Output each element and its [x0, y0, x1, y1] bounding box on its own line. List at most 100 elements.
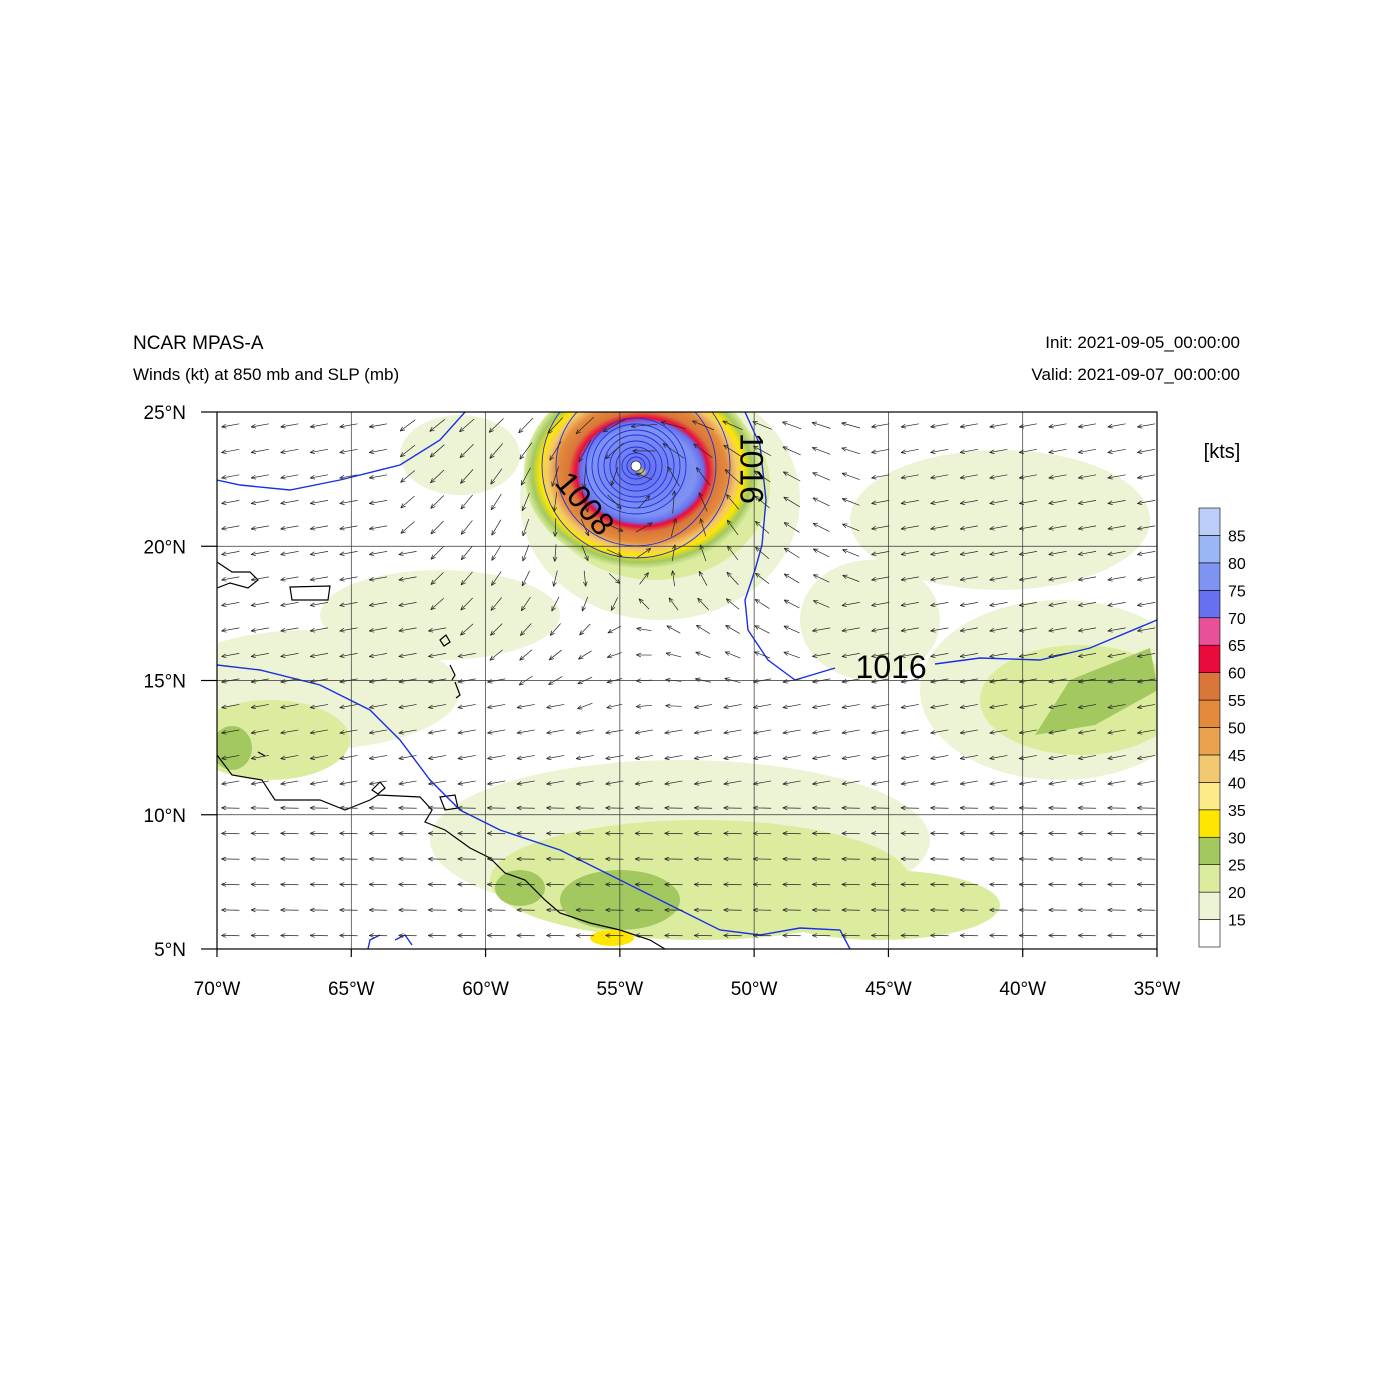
wind-vector — [871, 627, 890, 633]
wind-vector — [1078, 933, 1097, 938]
wind-vector — [900, 856, 919, 862]
wind-vector — [1107, 653, 1126, 659]
wind-vector — [280, 780, 299, 786]
wind-vector — [783, 651, 800, 659]
wind-vector — [339, 729, 358, 735]
wind-vector — [280, 627, 299, 633]
wind-vector — [1107, 856, 1126, 862]
wind-vector — [900, 780, 919, 786]
wind-vector — [959, 755, 978, 761]
wind-vector — [841, 447, 860, 455]
wind-vector — [959, 729, 978, 735]
wind-vector — [309, 653, 329, 659]
wind-vector — [1137, 780, 1156, 786]
wind-vector — [575, 416, 595, 435]
wind-speed-colorbar: [kts] 15 20 25 30 35 40 45 50 55 60 65 70 75 80 85 — [1198, 441, 1246, 948]
wind-vector — [309, 704, 329, 710]
wind-vector — [581, 491, 589, 513]
wind-vector — [693, 882, 713, 887]
wind-vector — [782, 882, 801, 887]
axis-ticks — [201, 411, 1158, 957]
wind-vector — [280, 576, 299, 582]
wind-vector — [457, 805, 476, 811]
colorbar-swatch — [1198, 699, 1221, 728]
wind-vector — [549, 441, 562, 461]
wind-vector — [339, 474, 358, 480]
wind-vector — [605, 780, 624, 786]
wind-vector — [339, 882, 358, 887]
wind-vector — [551, 466, 560, 487]
wind-vector — [250, 627, 269, 633]
lat-tick-label: 25°N — [144, 403, 186, 424]
wind-vector — [339, 423, 358, 429]
wind-vector — [250, 525, 269, 531]
wind-vector — [959, 882, 979, 887]
wind-vector — [457, 856, 476, 862]
wind-vector — [339, 755, 358, 761]
wind-vector — [516, 856, 535, 862]
wind-vector — [1078, 500, 1097, 505]
wind-vector — [694, 755, 713, 761]
wind-vector — [602, 418, 626, 433]
colorbar-swatch — [1198, 507, 1221, 536]
wind-vector — [813, 600, 830, 608]
wind-vector — [1107, 602, 1126, 608]
wind-vector — [783, 522, 800, 533]
wind-vector — [1048, 474, 1067, 480]
wind-vector — [1078, 780, 1097, 786]
wind-vector — [430, 597, 444, 611]
slp-isobars — [217, 412, 1157, 949]
wind-vector — [637, 495, 651, 509]
wind-vector — [930, 856, 949, 862]
wind-vector — [369, 448, 388, 454]
wind-vector — [457, 755, 476, 761]
wind-vector — [782, 805, 801, 811]
wind-vector — [487, 729, 506, 735]
wind-vector — [280, 474, 299, 480]
wind-vector — [400, 444, 416, 458]
wind-vector — [871, 805, 890, 811]
wind-vector — [989, 500, 1008, 505]
colorbar-swatch — [1198, 672, 1221, 701]
wind-vector — [487, 805, 506, 811]
wind-vector — [1048, 627, 1067, 633]
wind-vector — [726, 519, 739, 536]
wind-vector — [250, 805, 269, 811]
wind-vector — [250, 500, 269, 505]
wind-vector — [428, 653, 447, 659]
wind-vector — [221, 525, 240, 531]
wind-vector — [1048, 551, 1067, 557]
wind-vector — [280, 856, 299, 862]
wind-vector — [581, 545, 589, 561]
wind-vector — [339, 627, 358, 633]
wind-vector — [1107, 474, 1126, 480]
wind-vector — [457, 704, 476, 710]
wind-vector — [280, 551, 299, 557]
wind-vector — [577, 702, 593, 710]
wind-vector — [429, 419, 445, 432]
wind-vector — [959, 525, 978, 531]
wind-vector — [398, 831, 417, 836]
colorbar-label: 50 — [1228, 721, 1246, 738]
wind-vector — [1048, 704, 1067, 710]
wind-vector — [309, 856, 329, 862]
wind-vector — [1048, 805, 1067, 811]
wind-vector — [575, 831, 594, 836]
wind-vector — [428, 831, 447, 836]
wind-vector — [516, 704, 535, 710]
wind-vector — [460, 545, 473, 561]
wind-vector — [398, 576, 417, 582]
wind-vector — [309, 602, 329, 608]
wind-vector — [1078, 856, 1097, 862]
wind-vector — [635, 704, 652, 709]
wind-vector — [989, 474, 1008, 480]
wind-vector — [582, 464, 587, 489]
wind-vector — [309, 805, 329, 811]
wind-vector — [520, 623, 532, 636]
wind-vector — [930, 729, 949, 735]
wind-vector — [428, 704, 447, 710]
wind-vector — [1107, 551, 1126, 557]
lon-tick-label: 70°W — [194, 979, 241, 1000]
wind-vector — [1137, 933, 1156, 938]
wind-vector — [754, 625, 770, 634]
